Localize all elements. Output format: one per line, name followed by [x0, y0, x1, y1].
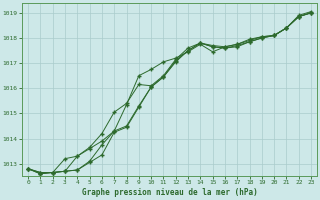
X-axis label: Graphe pression niveau de la mer (hPa): Graphe pression niveau de la mer (hPa) [82, 188, 258, 197]
